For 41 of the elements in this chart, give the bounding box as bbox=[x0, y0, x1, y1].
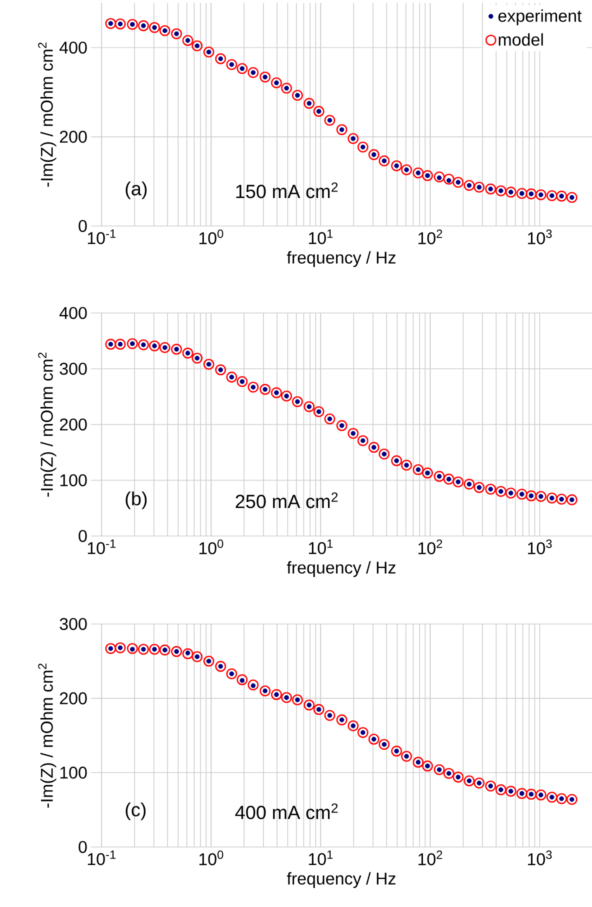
x-tick-label: 10$^{1}$ bbox=[308, 540, 332, 554]
x-tick-label: 10$^{2}$ bbox=[418, 230, 442, 244]
x-tick-label: 10$^{2}$ bbox=[418, 850, 442, 866]
y-tick-label: 0 bbox=[78, 220, 87, 232]
y-tick-label: 200 bbox=[60, 692, 87, 704]
y-tick-label: 300 bbox=[60, 618, 87, 630]
y-tick-label: 0 bbox=[78, 530, 87, 542]
x-tick-label: 10$^{-1}$ bbox=[88, 540, 116, 554]
y-tick-label: 200 bbox=[60, 130, 87, 143]
annotation: (a) bbox=[126, 181, 146, 200]
x-tick-label: 10$^{2}$ bbox=[418, 540, 442, 554]
annotation: 150 mA cm$^{2}$ bbox=[236, 182, 338, 198]
x-tick-label: 10$^{3}$ bbox=[528, 850, 552, 866]
y-axis-title: -Im(Z) / mOhm cm$^{2}$ bbox=[38, 664, 56, 808]
annotation: (c) bbox=[126, 802, 146, 820]
y-tick-label: 300 bbox=[60, 362, 87, 375]
y-tick-label: 100 bbox=[60, 766, 87, 779]
x-tick-label: 10$^{0}$ bbox=[199, 540, 223, 554]
x-axis-title: frequency / Hz bbox=[286, 251, 396, 267]
x-tick-label: 10$^{0}$ bbox=[199, 230, 223, 244]
x-axis-title: frequency / Hz bbox=[286, 872, 396, 888]
x-tick-label: 10$^{1}$ bbox=[308, 850, 332, 866]
y-axis-title: -Im(Z) / mOhm cm$^{2}$ bbox=[38, 42, 56, 187]
x-tick-label: 10$^{-1}$ bbox=[88, 230, 116, 244]
y-tick-label: 0 bbox=[78, 840, 87, 854]
annotation: 400 mA cm$^{2}$ bbox=[235, 803, 338, 820]
x-tick-label: 10$^{-1}$ bbox=[88, 850, 116, 866]
y-axis-title: -Im(Z) / mOhm cm$^{2}$ bbox=[38, 352, 56, 497]
x-axis-title: frequency / Hz bbox=[286, 561, 396, 577]
y-tick-label: 400 bbox=[59, 306, 87, 320]
legend-label: experiment bbox=[498, 9, 582, 26]
y-tick-label: 200 bbox=[60, 418, 87, 431]
legend-label: model bbox=[498, 33, 543, 46]
y-tick-label: 100 bbox=[60, 474, 87, 486]
annotation: (b) bbox=[126, 491, 146, 510]
y-tick-label: 400 bbox=[59, 42, 87, 54]
x-tick-label: 10$^{3}$ bbox=[528, 540, 552, 554]
x-tick-label: 10$^{1}$ bbox=[308, 230, 332, 244]
x-tick-label: 10$^{0}$ bbox=[199, 850, 223, 866]
x-tick-label: 10$^{3}$ bbox=[528, 230, 552, 244]
annotation: 250 mA cm$^{2}$ bbox=[236, 492, 338, 508]
